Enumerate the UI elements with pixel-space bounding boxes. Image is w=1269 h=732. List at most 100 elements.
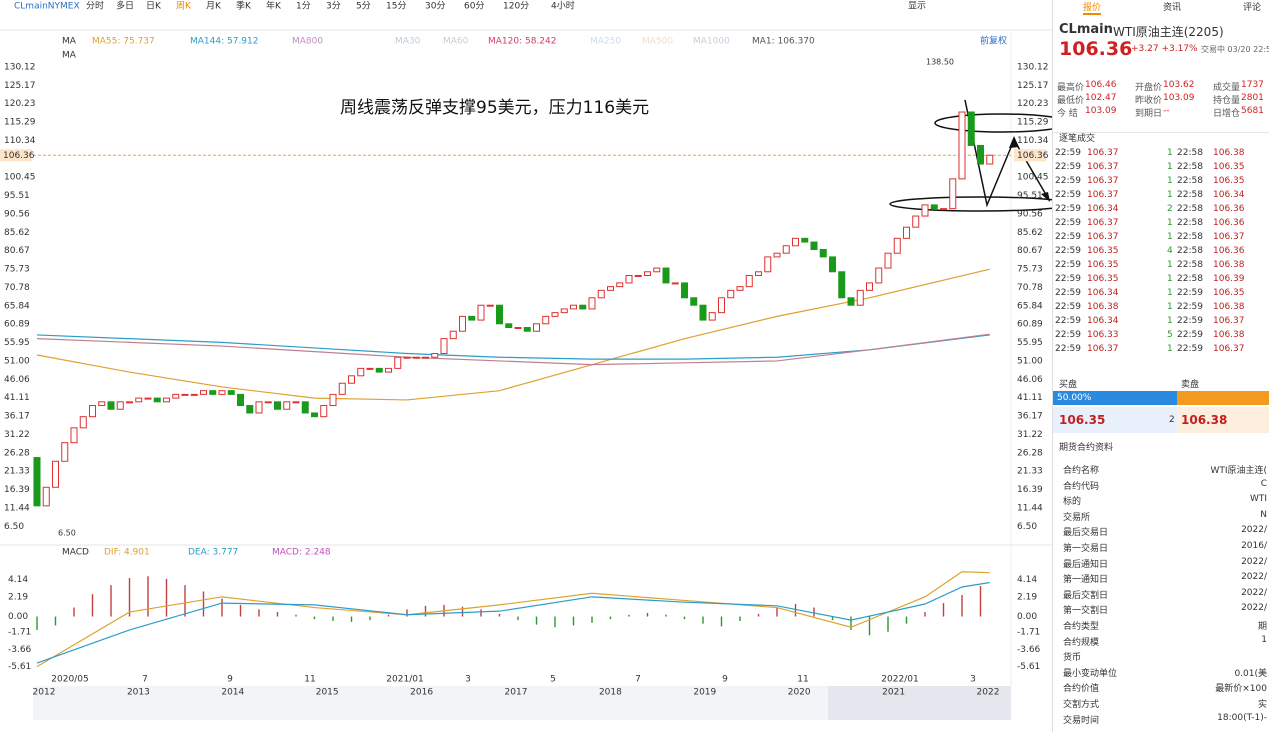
resistance-ellipse (934, 113, 1052, 133)
y-tick-label: 120.23 (4, 99, 36, 109)
trade-cell: 106.39 (1213, 274, 1245, 284)
macd-tick-label-right: 2.19 (1017, 592, 1037, 602)
quote-cell: 103.62 (1163, 80, 1195, 90)
arrow-head (1041, 192, 1050, 202)
period-tab[interactable]: 15分 (386, 1, 406, 12)
symbol: CLmainNYMEX (14, 2, 80, 12)
period-tab[interactable]: 月K (206, 1, 222, 12)
info-label: 合约名称 (1063, 466, 1100, 476)
candle (782, 245, 790, 254)
quote-cell: 开盘价 (1135, 83, 1163, 93)
y-tick-label-right: 95.51 (1017, 191, 1043, 201)
candle (70, 427, 78, 444)
candle (755, 271, 762, 276)
candle (311, 412, 318, 418)
x-tick-label: 11 (304, 675, 315, 685)
code: CLmain (1059, 22, 1113, 37)
y-tick-label-right: 11.44 (1017, 503, 1043, 513)
trade-cell: 106.37 (1213, 316, 1245, 326)
trade-cell: 22:59 (1177, 330, 1203, 340)
trade-cell: 22:58 (1177, 246, 1203, 256)
candle (671, 282, 679, 285)
trade-cell: 106.35 (1087, 246, 1119, 256)
quote-cell: -- (1163, 106, 1170, 116)
period-tab[interactable]: 5分 (356, 1, 371, 12)
quote-cell: 2801 (1241, 93, 1264, 103)
tab[interactable]: 资讯 (1163, 3, 1182, 13)
x-tick-label: 9 (227, 675, 233, 685)
period-tab[interactable]: 季K (236, 0, 252, 12)
period-tab[interactable]: 日K (146, 1, 162, 12)
period-tab[interactable]: 周K (176, 1, 192, 12)
navigator-year: 2016 (410, 688, 433, 698)
info-value: C (1260, 478, 1267, 489)
trade-cell: 5 (1167, 330, 1173, 340)
tab[interactable]: 评论 (1243, 3, 1262, 13)
ma-line (36, 268, 990, 401)
period-tab[interactable]: 分时 (86, 0, 104, 12)
background (0, 0, 1052, 732)
trade-cell: 22:59 (1055, 274, 1081, 284)
candle (107, 401, 115, 410)
trade-cell: 106.37 (1087, 190, 1119, 200)
x-tick-label: 3 (970, 675, 976, 685)
macd-bar (350, 616, 353, 622)
y-tick-label: 75.73 (4, 265, 30, 275)
macd-bar (276, 612, 279, 617)
info-label: 合约价值 (1063, 684, 1100, 695)
macd-bar (184, 585, 186, 617)
candle (523, 327, 531, 332)
macd-bar (979, 586, 982, 617)
period-tab[interactable]: 1分 (296, 1, 311, 12)
candle (274, 401, 281, 410)
candle (634, 274, 642, 277)
candle (283, 401, 291, 410)
tab[interactable]: 报价 (1083, 0, 1102, 15)
period-tab[interactable]: 年K (266, 0, 282, 12)
period-tab[interactable]: 30分 (425, 1, 445, 12)
macd-bar (961, 595, 963, 617)
y-tick-label-right: 21.33 (1017, 467, 1043, 477)
macd-bar (665, 614, 667, 617)
quote-cell: 成交量 (1213, 83, 1241, 93)
info-value: 2022/ (1241, 587, 1267, 598)
trade-cell: 22:58 (1177, 274, 1203, 284)
info-label: 标的 (1063, 497, 1082, 508)
trade-cell: 1 (1167, 302, 1173, 312)
candle (533, 323, 540, 332)
support-ellipse (889, 196, 1052, 212)
macd-tick-label: 0.00 (8, 612, 28, 622)
chart-area: CLmainNYMEX 分时 多日 日K 周K 月K 季K 年K 1分 3分 5分 15分 30分 60分… (0, 0, 1052, 732)
period-tab[interactable]: 3分 (326, 1, 341, 12)
trade-cell: 106.37 (1087, 232, 1119, 242)
macd-bar (868, 616, 871, 636)
quote-cell: 日增仓 (1213, 109, 1241, 119)
trade-cell: 22:59 (1055, 232, 1081, 242)
candle (403, 356, 411, 359)
candle (153, 397, 161, 403)
candle (477, 304, 485, 321)
macd-bar (794, 604, 797, 617)
trade-cell: 1 (1167, 232, 1173, 242)
candle (893, 237, 901, 254)
trade-cell: 106.37 (1087, 148, 1119, 158)
period-tab[interactable]: 120分 (503, 1, 529, 12)
candle (126, 401, 133, 404)
candle (699, 304, 707, 321)
period-tab[interactable]: 多日 (116, 0, 134, 12)
high-label: 138.50 (926, 58, 954, 67)
y-tick-label-right: 36.17 (1017, 412, 1043, 422)
info-value: 0.01(美 (1234, 668, 1267, 679)
info-label: 第一交割日 (1063, 606, 1109, 617)
period-tab[interactable]: 4小时 (551, 0, 575, 12)
candle (764, 256, 772, 273)
candle (227, 390, 235, 395)
candle (829, 256, 836, 273)
separator (1053, 132, 1269, 133)
candle (977, 144, 984, 165)
macd-bar (905, 616, 908, 624)
macd-bar (942, 603, 945, 617)
macd-bar (202, 591, 205, 617)
macd-bar (887, 616, 889, 632)
period-tab[interactable]: 60分 (464, 1, 484, 12)
